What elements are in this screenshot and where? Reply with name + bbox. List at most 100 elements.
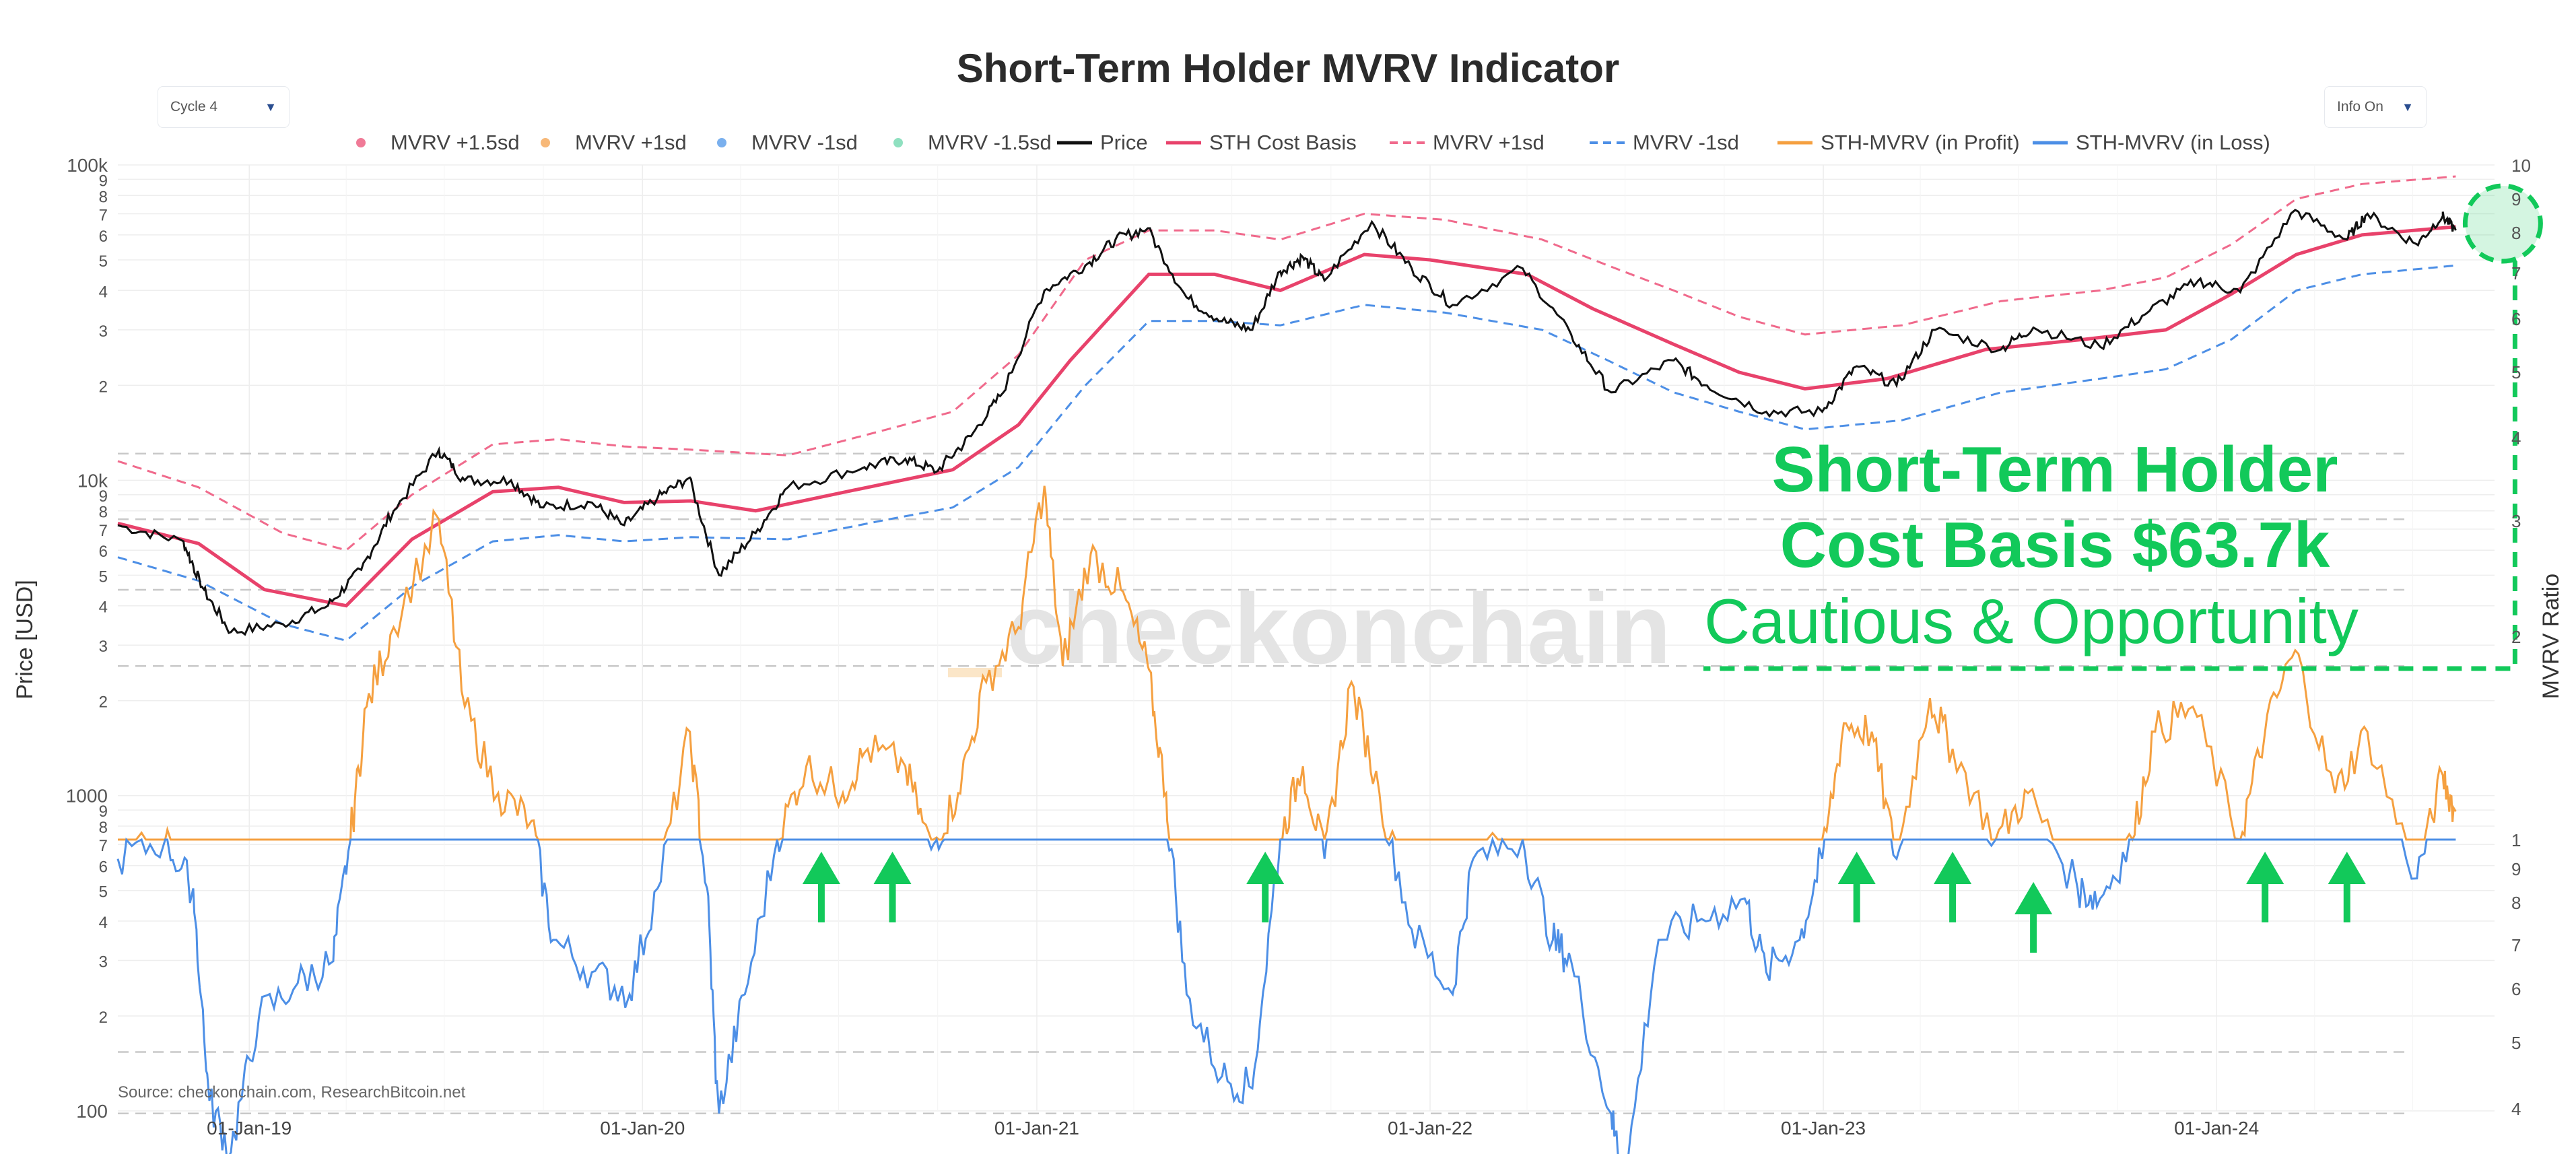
series-cost-basis (117, 225, 2456, 608)
legend-item[interactable]: Price (1057, 131, 1148, 154)
chevron-down-icon: ▼ (265, 100, 277, 114)
legend-item[interactable]: STH-MVRV (in Profit) (1777, 131, 2020, 154)
legend-label: STH-MVRV (in Loss) (2076, 131, 2270, 154)
legend-item[interactable]: MVRV -1.5sd (893, 131, 1052, 154)
callout-line1: Short-Term Holder (1772, 434, 2338, 506)
y-left-tick-label: 100 (76, 1101, 108, 1122)
y-right-tick-label: 2 (2511, 627, 2521, 647)
callout-bracket (1703, 261, 2517, 671)
series-sth-mvrv-profit (118, 485, 2457, 842)
y-left-tick-label: 9 (99, 172, 108, 190)
legend[interactable]: MVRV +1.5sd MVRV +1sd MVRV -1sd MVRV -1.5sd… (356, 131, 2270, 154)
y-left-tick-label: 9 (99, 487, 108, 506)
series-layer (116, 175, 2457, 1154)
legend-label: STH Cost Basis (1209, 131, 1357, 154)
y-left-tick-label: 3 (99, 638, 108, 656)
y-left-tick-label: 8 (99, 819, 108, 837)
legend-dot-icon (541, 138, 550, 147)
series-price (117, 208, 2457, 636)
y-left-tick-label: 7 (99, 837, 108, 855)
y-left-tick-label: 5 (99, 568, 108, 586)
green-arrow-head (2328, 852, 2366, 884)
x-tick-label: 01-Jan-23 (1781, 1118, 1866, 1139)
legend-item[interactable]: MVRV -1sd (717, 131, 858, 154)
callout-line3: Cautious & Opportunity (1704, 586, 2359, 656)
y-left-tick-label: 10k (77, 470, 108, 491)
y-left-tick-label: 6 (99, 543, 108, 561)
series-upper-band (117, 175, 2456, 551)
green-arrow-head (1246, 852, 1285, 884)
green-arrow-head (1934, 852, 1972, 884)
y-left-tick-label: 8 (99, 188, 108, 206)
callout-line2: Cost Basis $63.7k (1780, 509, 2330, 581)
x-tick-label: 01-Jan-22 (1388, 1118, 1472, 1139)
legend-label: MVRV -1.5sd (928, 131, 1052, 154)
legend-item[interactable]: MVRV +1sd (541, 131, 687, 154)
green-arrow-head (802, 852, 840, 884)
legend-dot-icon (893, 138, 903, 147)
cycle-dropdown[interactable]: Cycle 4 ▼ (158, 86, 290, 128)
y-left-tick-label: 4 (99, 283, 108, 301)
y-right-tick-label: 10 (2511, 156, 2531, 176)
x-tick-label: 01-Jan-19 (207, 1118, 292, 1139)
chart-title: Short-Term Holder MVRV Indicator (957, 46, 1620, 91)
green-arrow-head (2014, 882, 2053, 914)
info-dropdown[interactable]: Info On ▼ (2324, 86, 2427, 128)
y-left-tick-label: 4 (99, 914, 108, 932)
y-right-tick-label: 5 (2511, 362, 2521, 382)
y-left-tick-label: 5 (99, 883, 108, 902)
series-lower-band (117, 264, 2456, 642)
y-left-tick-label: 100k (67, 155, 108, 176)
y-right-tick-label: 8 (2511, 893, 2521, 913)
highlight-circle (2462, 183, 2543, 264)
y-right-tick-label: 4 (2511, 428, 2521, 448)
y-left-tick-label: 6 (99, 858, 108, 877)
y-right-tick-label: 8 (2511, 223, 2521, 243)
green-arrow-head (1837, 852, 1876, 884)
y-right-tick-label: 7 (2511, 263, 2521, 283)
legend-label: MVRV -1sd (751, 131, 858, 154)
y-left-tick-label: 2 (99, 378, 108, 396)
legend-label: MVRV +1sd (575, 131, 687, 154)
x-tick-label: 01-Jan-24 (2174, 1118, 2259, 1139)
legend-dot-icon (356, 138, 366, 147)
y-left-tick-label: 6 (99, 228, 108, 246)
y-left-tick-label: 2 (99, 693, 108, 712)
legend-item[interactable]: STH-MVRV (in Loss) (2033, 131, 2270, 154)
y-right-tick-label: 1 (2511, 830, 2521, 850)
legend-item[interactable]: MVRV +1sd (1390, 131, 1545, 154)
y-left-tick-label: 1000 (66, 786, 108, 807)
y-right-tick-label: 4 (2511, 1099, 2521, 1119)
y-left-tick-label: 3 (99, 953, 108, 972)
y-right-tick-label: 9 (2511, 189, 2521, 209)
y-right-tick-label: 6 (2511, 309, 2521, 329)
green-arrow-icon (873, 852, 912, 922)
y-left-tick-label: 4 (99, 599, 108, 617)
y-left-tick-label: 5 (99, 252, 108, 271)
watermark: checkonchain (1007, 574, 1671, 685)
green-arrow-icon (2246, 852, 2284, 922)
green-arrow-icon (2328, 852, 2366, 922)
green-arrow-icon (1837, 852, 1876, 922)
x-tick-label: 01-Jan-20 (600, 1118, 685, 1139)
axes: 1002345678910002345678910k23456789100k01… (66, 155, 2531, 1139)
legend-item[interactable]: STH Cost Basis (1166, 131, 1357, 154)
y-right-label: MVRV Ratio (2538, 574, 2564, 699)
legend-label: MVRV +1sd (1433, 131, 1545, 154)
green-arrow-icon (802, 852, 840, 922)
x-tick-label: 01-Jan-21 (994, 1118, 1079, 1139)
y-right-tick-label: 6 (2511, 979, 2521, 999)
legend-dot-icon (717, 138, 726, 147)
y-right-tick-label: 5 (2511, 1033, 2521, 1053)
legend-item[interactable]: MVRV -1sd (1590, 131, 1739, 154)
source-text: Source: checkonchain.com, ResearchBitcoi… (118, 1083, 466, 1101)
green-arrow-icon (2014, 882, 2053, 953)
legend-label: MVRV -1sd (1633, 131, 1739, 154)
green-arrow-head (2246, 852, 2284, 884)
y-left-tick-label: 9 (99, 803, 108, 821)
y-left-tick-label: 8 (99, 504, 108, 522)
y-left-tick-label: 3 (99, 323, 108, 341)
annotation-layer (802, 183, 2543, 953)
y-right-tick-label: 7 (2511, 935, 2521, 955)
legend-item[interactable]: MVRV +1.5sd (356, 131, 520, 154)
